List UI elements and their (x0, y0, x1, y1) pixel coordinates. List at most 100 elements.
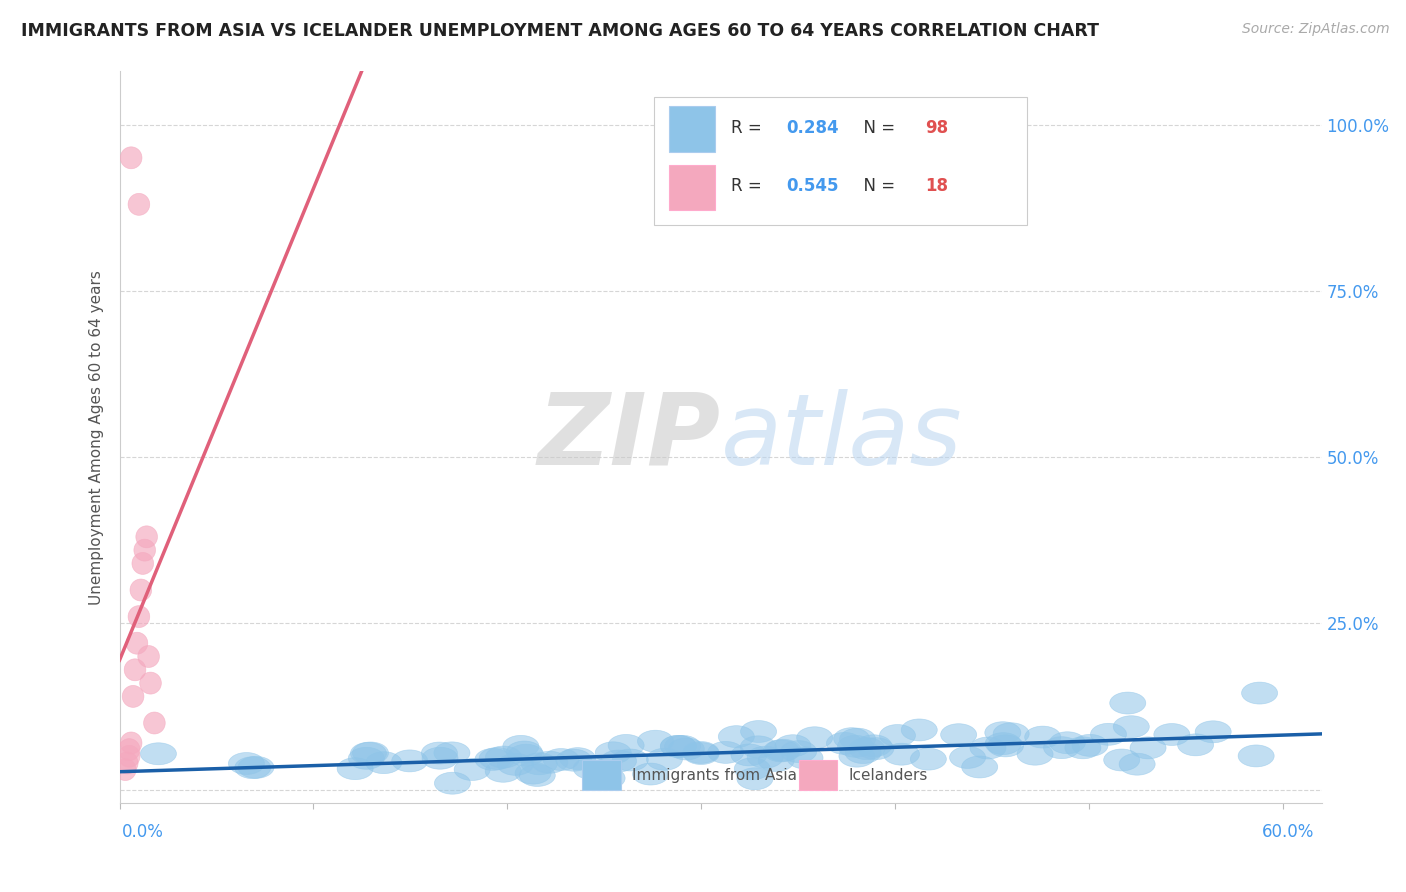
Ellipse shape (1064, 737, 1101, 759)
Ellipse shape (117, 752, 138, 774)
Ellipse shape (633, 763, 669, 785)
Ellipse shape (741, 736, 776, 758)
Ellipse shape (506, 741, 543, 763)
Text: Immigrants from Asia: Immigrants from Asia (631, 767, 797, 782)
Ellipse shape (1025, 726, 1060, 748)
Ellipse shape (910, 748, 946, 770)
Ellipse shape (366, 752, 402, 773)
Ellipse shape (993, 723, 1029, 745)
Ellipse shape (121, 147, 142, 169)
Ellipse shape (741, 721, 776, 742)
Ellipse shape (970, 737, 1007, 759)
Ellipse shape (839, 745, 875, 767)
Text: 0.545: 0.545 (787, 178, 839, 195)
Ellipse shape (984, 722, 1021, 744)
Ellipse shape (143, 712, 166, 734)
Y-axis label: Unemployment Among Ages 60 to 64 years: Unemployment Among Ages 60 to 64 years (89, 269, 104, 605)
Text: 98: 98 (925, 119, 948, 136)
Ellipse shape (901, 719, 938, 741)
Ellipse shape (479, 747, 515, 770)
Ellipse shape (747, 747, 783, 768)
Ellipse shape (1241, 682, 1278, 704)
Ellipse shape (132, 552, 153, 574)
Ellipse shape (787, 747, 823, 769)
FancyBboxPatch shape (669, 165, 714, 211)
Ellipse shape (454, 758, 491, 780)
Ellipse shape (138, 646, 159, 667)
Ellipse shape (128, 194, 149, 215)
Ellipse shape (350, 742, 387, 764)
Ellipse shape (121, 732, 142, 754)
Ellipse shape (962, 756, 998, 778)
FancyBboxPatch shape (669, 106, 714, 152)
Text: ZIP: ZIP (537, 389, 720, 485)
Ellipse shape (498, 754, 533, 775)
Ellipse shape (141, 743, 177, 764)
Ellipse shape (519, 764, 555, 787)
FancyBboxPatch shape (654, 97, 1028, 225)
Ellipse shape (589, 767, 626, 789)
Ellipse shape (118, 739, 141, 761)
Ellipse shape (422, 747, 458, 769)
Text: N =: N = (853, 178, 900, 195)
Ellipse shape (780, 740, 817, 763)
Ellipse shape (114, 758, 136, 780)
Text: IMMIGRANTS FROM ASIA VS ICELANDER UNEMPLOYMENT AMONG AGES 60 TO 64 YEARS CORRELA: IMMIGRANTS FROM ASIA VS ICELANDER UNEMPL… (21, 22, 1099, 40)
Ellipse shape (612, 749, 648, 771)
Ellipse shape (353, 742, 388, 764)
Text: N =: N = (853, 119, 900, 136)
Text: 60.0%: 60.0% (1263, 823, 1315, 841)
Ellipse shape (683, 741, 718, 764)
FancyBboxPatch shape (799, 760, 837, 789)
Text: 0.0%: 0.0% (122, 823, 165, 841)
Ellipse shape (574, 757, 609, 780)
Ellipse shape (1119, 753, 1156, 775)
Text: Icelanders: Icelanders (848, 767, 928, 782)
Ellipse shape (637, 731, 673, 752)
Text: atlas: atlas (720, 389, 962, 485)
Ellipse shape (508, 744, 544, 766)
Text: Source: ZipAtlas.com: Source: ZipAtlas.com (1241, 22, 1389, 37)
Ellipse shape (839, 728, 876, 750)
Ellipse shape (129, 579, 152, 601)
Ellipse shape (485, 746, 522, 768)
Ellipse shape (595, 742, 631, 764)
Ellipse shape (856, 735, 891, 756)
Ellipse shape (1049, 731, 1085, 754)
Ellipse shape (515, 762, 551, 784)
Ellipse shape (765, 739, 801, 761)
Ellipse shape (707, 741, 744, 764)
Ellipse shape (838, 735, 873, 757)
Ellipse shape (124, 659, 146, 681)
Ellipse shape (758, 749, 794, 772)
Ellipse shape (118, 746, 141, 767)
Ellipse shape (941, 723, 977, 746)
Ellipse shape (858, 738, 894, 760)
Ellipse shape (827, 732, 862, 755)
Ellipse shape (763, 740, 799, 762)
Ellipse shape (734, 758, 770, 780)
Ellipse shape (434, 772, 471, 794)
Ellipse shape (1178, 734, 1213, 756)
Ellipse shape (349, 747, 384, 769)
Ellipse shape (1239, 745, 1274, 767)
Ellipse shape (883, 743, 920, 765)
Ellipse shape (134, 539, 156, 561)
Ellipse shape (661, 735, 696, 757)
Ellipse shape (607, 734, 644, 756)
Ellipse shape (485, 760, 522, 782)
Ellipse shape (555, 749, 592, 772)
Ellipse shape (238, 756, 274, 779)
Ellipse shape (737, 768, 773, 789)
Ellipse shape (1109, 692, 1146, 714)
Ellipse shape (845, 741, 882, 764)
Ellipse shape (422, 742, 457, 764)
Ellipse shape (987, 735, 1024, 756)
Ellipse shape (986, 732, 1021, 755)
Ellipse shape (668, 738, 704, 760)
Ellipse shape (522, 753, 557, 775)
Ellipse shape (1017, 743, 1053, 765)
Text: 18: 18 (925, 178, 948, 195)
Ellipse shape (560, 747, 596, 770)
Text: R =: R = (731, 119, 768, 136)
